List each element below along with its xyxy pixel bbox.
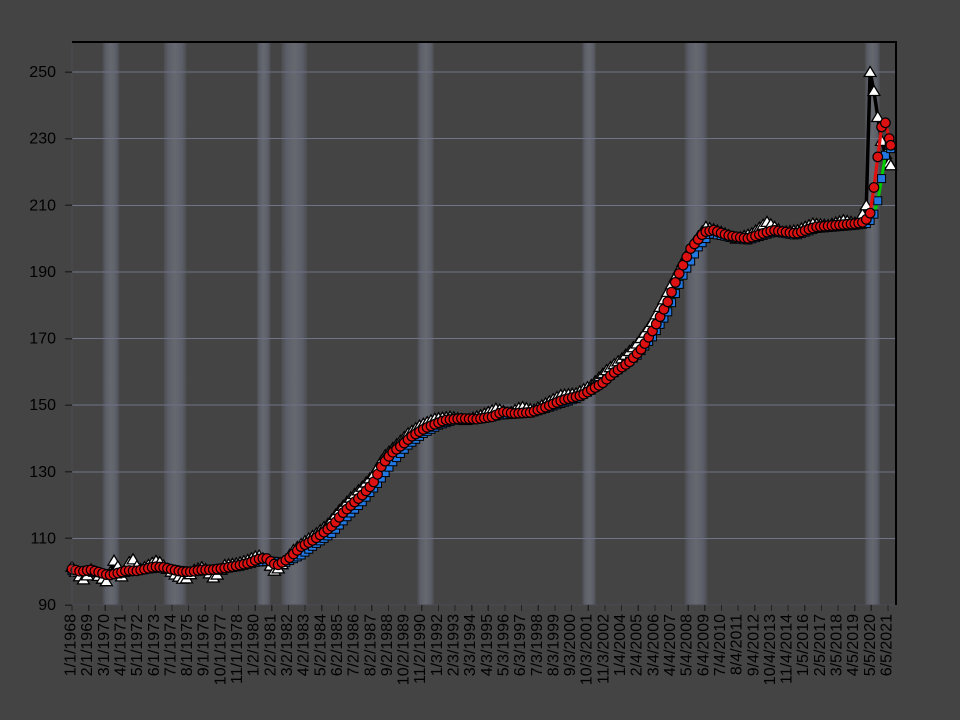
y-tick-label: 210 [29, 197, 56, 214]
x-tick-label: 10/4/2013 [762, 614, 779, 685]
square-marker [873, 196, 883, 206]
x-tick-label: 2/4/2005 [629, 614, 646, 676]
x-tick-label: 3/5/2018 [829, 614, 846, 676]
x-tick-label: 6/1/1973 [146, 614, 163, 676]
y-tick-label: 90 [38, 597, 56, 614]
series-line [71, 121, 893, 577]
x-tick-label: 4/5/2019 [845, 614, 862, 676]
x-tick-label: 1/2/1980 [246, 614, 263, 676]
x-tick-label: 9/1/1976 [196, 614, 213, 676]
recession-band [102, 42, 120, 605]
x-tick-label: 5/3/1996 [495, 614, 512, 676]
square-marker [877, 174, 887, 184]
x-tick-label: 6/4/2009 [695, 614, 712, 676]
x-tick-label: 11/1/1978 [229, 614, 246, 684]
triangle-marker [870, 110, 885, 123]
x-tick-label: 2/1/1969 [79, 614, 96, 676]
x-tick-label: 7/2/1986 [346, 614, 363, 676]
recession-band [684, 42, 708, 605]
series-triangle [64, 65, 898, 587]
x-tick-label: 5/1/1972 [129, 614, 146, 676]
x-tick-label: 10/2/1989 [396, 614, 413, 685]
x-tick-label: 1/5/2016 [795, 614, 812, 676]
x-tick-label: 11/3/2002 [595, 614, 612, 684]
x-tick-label: 9/4/2012 [745, 614, 762, 676]
x-tick-label: 2/3/1993 [446, 614, 463, 676]
x-tick-label: 3/4/2006 [645, 614, 662, 676]
x-tick-label: 4/1/1971 [112, 614, 129, 676]
circle-marker [872, 151, 884, 163]
series-line [71, 143, 893, 576]
circle-marker [669, 277, 681, 288]
y-tick-label: 150 [29, 397, 56, 414]
x-tick-label: 5/2/1984 [312, 614, 329, 676]
axis-top-right [72, 41, 897, 605]
recession-band [417, 42, 435, 605]
x-tick-label: 7/4/2010 [712, 614, 729, 676]
y-tick-label: 130 [29, 464, 56, 481]
x-tick-label: 7/1/1974 [162, 614, 179, 676]
circle-marker [880, 117, 891, 129]
x-tick-label: 8/4/2011 [729, 614, 746, 675]
x-tick-label: 1/1/1968 [63, 614, 80, 676]
x-tick-label: 11/2/1990 [412, 614, 429, 684]
x-tick-label: 9/3/2000 [562, 614, 579, 676]
x-tick-label: 6/3/1997 [512, 614, 529, 676]
x-tick-label: 2/5/2017 [812, 614, 829, 676]
x-tick-label: 3/3/1994 [462, 614, 479, 676]
recession-band [163, 42, 187, 605]
y-tick-label: 250 [29, 64, 56, 81]
series-square [67, 140, 896, 579]
x-axis: 1/1/1968 2/1/1969 3/1/1970 4/1/1971 5/1/1972… [63, 605, 896, 685]
x-tick-label: 6/5/2021 [879, 614, 896, 676]
y-tick-label: 110 [30, 530, 56, 547]
y-tick-label: 190 [29, 264, 56, 281]
triangle-marker [99, 574, 114, 587]
y-tick-label: 230 [29, 131, 56, 148]
x-tick-label: 2/2/1981 [262, 614, 279, 676]
x-tick-label: 8/3/1999 [545, 614, 562, 676]
recession-band [256, 42, 271, 605]
x-tick-label: 8/2/1987 [362, 614, 379, 676]
series-circle [66, 117, 897, 581]
x-tick-label: 7/3/1998 [529, 614, 546, 676]
recession-band [281, 42, 308, 605]
y-axis: 90 110 130 150 170 190 210 230 250 [29, 64, 72, 614]
triangle-marker [862, 65, 878, 78]
recession-bands [102, 42, 881, 605]
x-tick-label: 1/3/1992 [429, 614, 446, 676]
x-tick-label: 4/2/1983 [296, 614, 313, 676]
x-tick-label: 3/2/1982 [279, 614, 296, 676]
x-tick-label: 9/2/1988 [379, 614, 396, 676]
x-tick-label: 8/1/1975 [179, 614, 196, 676]
series-line [70, 70, 893, 583]
x-tick-label: 11/4/2014 [779, 614, 796, 684]
x-tick-label: 10/3/2001 [579, 614, 596, 685]
circle-marker [885, 139, 897, 151]
circle-marker [666, 286, 677, 298]
recession-band [582, 42, 596, 605]
triangle-marker [883, 158, 898, 171]
circle-marker [662, 296, 674, 308]
triangle-marker [866, 84, 882, 97]
x-tick-label: 5/4/2008 [679, 614, 696, 676]
x-tick-label: 10/1/1977 [212, 614, 229, 685]
x-tick-label: 4/3/1995 [479, 614, 496, 676]
x-tick-label: 4/4/2007 [662, 614, 679, 676]
y-tick-label: 170 [29, 331, 56, 348]
circle-marker [868, 182, 880, 193]
x-tick-label: 3/1/1970 [96, 614, 113, 676]
x-tick-label: 5/5/2020 [862, 614, 879, 676]
x-tick-label: 6/2/1985 [329, 614, 346, 676]
x-tick-label: 1/4/2004 [612, 614, 629, 676]
axis-left-bottom [71, 42, 896, 606]
gridlines [72, 71, 896, 539]
circle-marker [864, 207, 876, 219]
